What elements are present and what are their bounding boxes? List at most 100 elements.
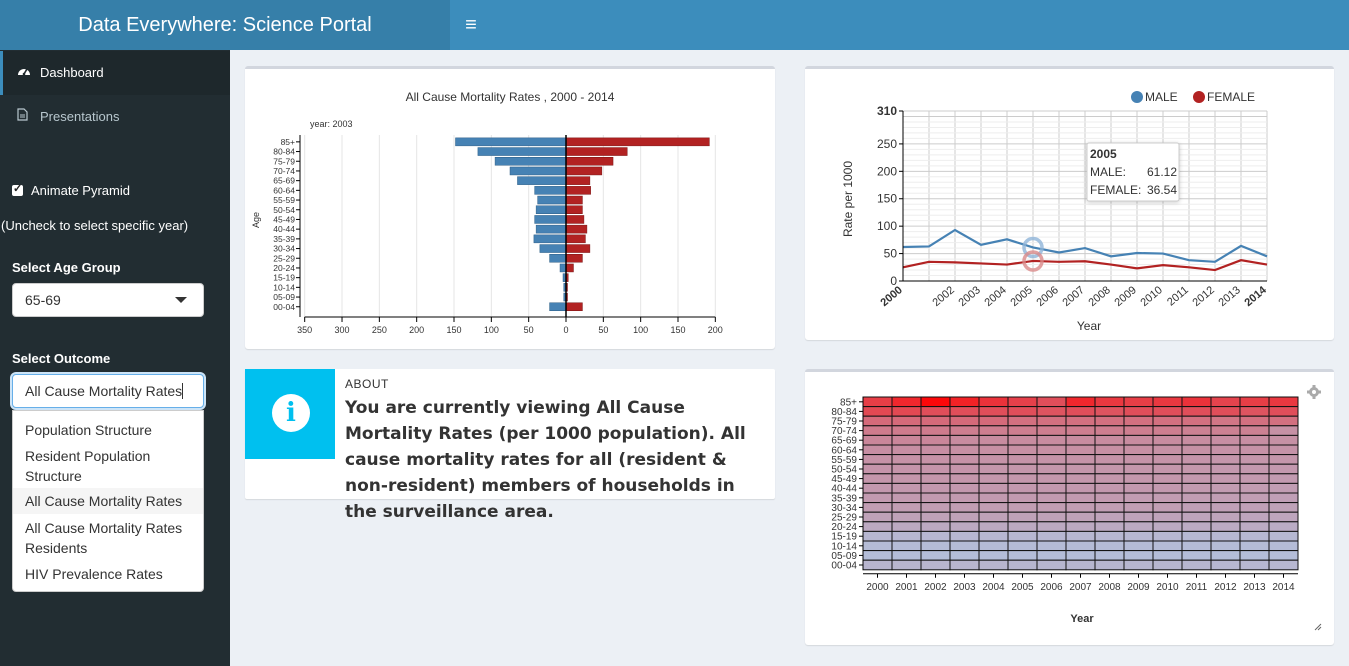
heatmap-cell[interactable] [1268,482,1299,494]
sidebar-item-dashboard[interactable]: Dashboard [0,51,230,95]
heatmap-cell[interactable] [1065,396,1096,408]
heatmap-cell[interactable] [1094,521,1125,532]
heatmap-cell[interactable] [862,511,893,523]
heatmap-cell[interactable] [1239,482,1270,494]
heatmap-cell[interactable] [1210,444,1241,456]
heatmap-cell[interactable] [1094,511,1125,523]
heatmap-cell[interactable] [1094,434,1125,446]
heatmap-cell[interactable] [862,540,893,552]
outcome-option[interactable]: Population Structure [25,422,152,438]
heatmap-cell[interactable] [1094,425,1125,436]
heatmap-cell[interactable] [1181,473,1212,484]
heatmap-cell[interactable] [1152,434,1183,446]
heatmap-cell[interactable] [949,463,980,475]
heatmap-cell[interactable] [1094,559,1125,571]
heatmap-cell[interactable] [1268,502,1299,513]
heatmap-cell[interactable] [1210,540,1241,552]
heatmap-cell[interactable] [1152,550,1183,561]
resize-handle-icon[interactable] [1314,623,1322,631]
heatmap-cell[interactable] [1152,463,1183,475]
sidebar-item-presentations[interactable]: Presentations [0,95,230,139]
heatmap-cell[interactable] [949,550,980,561]
heatmap-cell[interactable] [1210,511,1241,523]
heatmap-cell[interactable] [1152,540,1183,552]
heatmap-cell[interactable] [1210,434,1241,446]
heatmap-cell[interactable] [1007,540,1038,552]
heatmap-cell[interactable] [1036,454,1067,465]
heatmap-cell[interactable] [1065,406,1096,417]
heatmap-cell[interactable] [1181,511,1212,523]
heatmap-cell[interactable] [1210,454,1241,465]
heatmap-cell[interactable] [1181,425,1212,436]
heatmap-cell[interactable] [1036,530,1067,542]
heatmap-cell[interactable] [1065,492,1096,504]
heatmap-cell[interactable] [1268,492,1299,504]
heatmap-cell[interactable] [891,530,922,542]
heatmap-cell[interactable] [949,396,980,408]
heatmap-cell[interactable] [1007,463,1038,475]
heatmap-cell[interactable] [1036,463,1067,475]
heatmap-cell[interactable] [891,492,922,504]
heatmap-cell[interactable] [1123,540,1154,552]
heatmap-cell[interactable] [1036,521,1067,532]
heatmap-cell[interactable] [1036,502,1067,513]
heatmap-cell[interactable] [1152,425,1183,436]
heatmap-cell[interactable] [1123,559,1154,571]
heatmap-cell[interactable] [978,530,1009,542]
heatmap-cell[interactable] [862,530,893,542]
heatmap-cell[interactable] [1065,415,1096,427]
pyramid-bar-male[interactable] [535,205,567,214]
pyramid-bar-female[interactable] [565,137,710,147]
heatmap-cell[interactable] [978,521,1009,532]
heatmap-cell[interactable] [1123,521,1154,532]
heatmap-cell[interactable] [949,492,980,504]
heatmap-cell[interactable] [862,406,893,417]
heatmap-cell[interactable] [1181,396,1212,408]
heatmap-cell[interactable] [891,473,922,484]
pyramid-bar-female[interactable] [565,147,628,156]
pyramid-bar-male[interactable] [539,244,567,253]
pyramid-bar-female[interactable] [565,244,591,253]
heatmap-cell[interactable] [1239,444,1270,456]
heatmap-cell[interactable] [1065,502,1096,513]
pyramid-bar-male[interactable] [534,215,567,224]
heatmap-cell[interactable] [949,559,980,571]
heatmap-cell[interactable] [1268,473,1299,484]
heatmap-cell[interactable] [1036,406,1067,417]
heatmap-cell[interactable] [978,434,1009,446]
heatmap-cell[interactable] [1268,396,1299,408]
heatmap-cell[interactable] [1210,396,1241,408]
heatmap-cell[interactable] [1065,511,1096,523]
pyramid-bar-female[interactable] [565,234,586,244]
heatmap-cell[interactable] [1239,463,1270,475]
heatmap-cell[interactable] [1007,473,1038,484]
heatmap-cell[interactable] [978,444,1009,456]
legend-male-marker[interactable] [1131,91,1143,103]
heatmap-cell[interactable] [978,550,1009,561]
heatmap-cell[interactable] [1065,521,1096,532]
heatmap-cell[interactable] [920,511,951,523]
heatmap-cell[interactable] [1036,482,1067,494]
heatmap-cell[interactable] [978,540,1009,552]
pyramid-bar-female[interactable] [565,263,574,273]
pyramid-bar-male[interactable] [509,166,567,176]
pyramid-bar-female[interactable] [565,195,583,205]
heatmap-cell[interactable] [1268,434,1299,446]
heatmap-cell[interactable] [1007,530,1038,542]
heatmap-cell[interactable] [1123,482,1154,494]
heatmap-cell[interactable] [1268,550,1299,561]
heatmap-cell[interactable] [920,540,951,552]
line-series-female[interactable] [902,259,1268,272]
outcome-option[interactable]: Resident Population Structure [25,448,151,484]
heatmap-cell[interactable] [1239,540,1270,552]
heatmap-cell[interactable] [949,540,980,552]
heatmap-cell[interactable] [1007,482,1038,494]
heatmap-cell[interactable] [949,415,980,427]
pyramid-bar-female[interactable] [565,157,614,166]
heatmap-cell[interactable] [1123,511,1154,523]
heatmap-cell[interactable] [949,521,980,532]
heatmap-cell[interactable] [1239,530,1270,542]
heatmap-cell[interactable] [891,454,922,465]
heatmap-cell[interactable] [920,492,951,504]
heatmap-cell[interactable] [1094,396,1125,408]
